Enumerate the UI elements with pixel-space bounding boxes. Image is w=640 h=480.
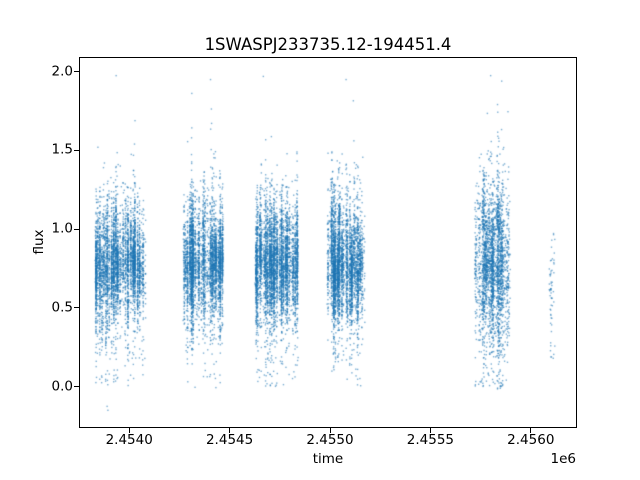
x-tick-mark: [429, 428, 431, 433]
x-tick-label: 2.4545: [205, 432, 254, 448]
x-tick-label: 2.4550: [306, 432, 354, 448]
plot-area: [80, 58, 576, 427]
x-tick-label: 2.4560: [507, 432, 555, 448]
y-tick-label: 1.0: [51, 220, 73, 237]
scatter-points-canvas: [80, 58, 576, 427]
y-tick-label: 2.0: [51, 63, 73, 80]
y-axis-label: flux: [31, 229, 47, 255]
x-axis-offset-label: 1e6: [550, 451, 576, 467]
x-tick-label: 2.4555: [406, 432, 455, 448]
x-tick-label: 2.4540: [105, 432, 153, 448]
x-tick-mark: [530, 428, 532, 433]
y-tick-mark: [74, 307, 79, 309]
y-tick-label: 1.5: [51, 141, 73, 158]
x-tick-mark: [329, 428, 331, 433]
y-tick-label: 0.5: [51, 299, 73, 316]
x-axis-label: time: [312, 451, 344, 467]
y-tick-mark: [74, 386, 79, 388]
y-tick-mark: [74, 228, 79, 230]
y-tick-label: 0.0: [51, 378, 73, 395]
x-tick-mark: [229, 428, 231, 433]
y-tick-mark: [74, 149, 79, 151]
x-tick-mark: [128, 428, 130, 433]
y-tick-mark: [74, 71, 79, 73]
chart-title: 1SWASPJ233735.12-194451.4: [204, 35, 452, 54]
